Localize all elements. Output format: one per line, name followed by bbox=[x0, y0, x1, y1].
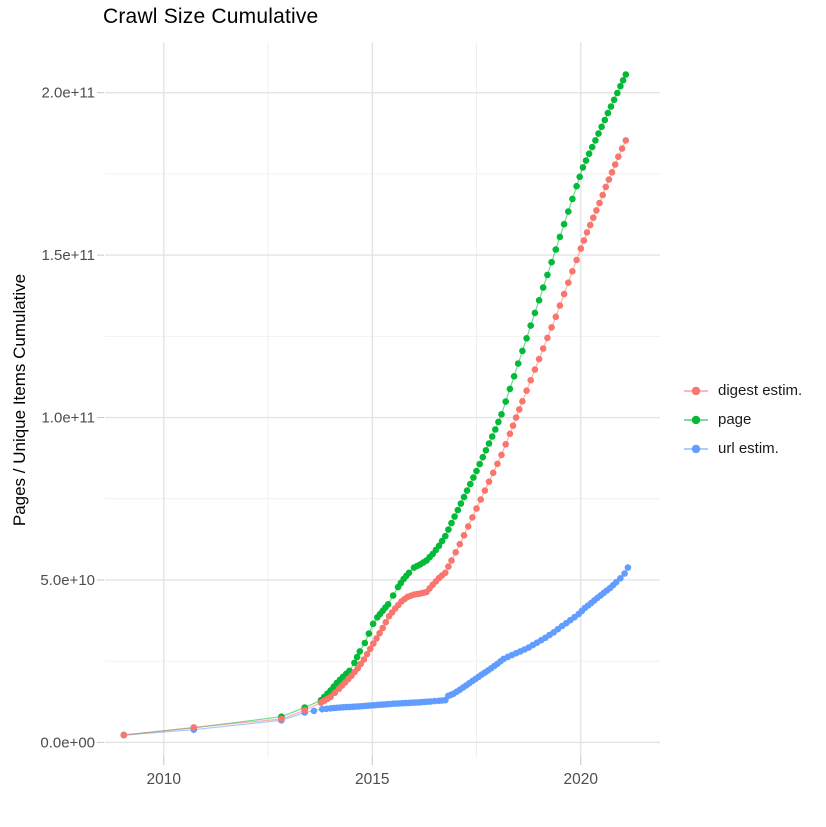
y-tick-label: 5.0e+10 bbox=[40, 572, 95, 589]
series-url-estim bbox=[120, 564, 632, 739]
series-page bbox=[120, 71, 630, 739]
legend-label-page: page bbox=[718, 411, 752, 428]
legend-key-page-icon bbox=[684, 415, 708, 424]
y-tick-label: 1.5e+11 bbox=[41, 247, 95, 264]
legend-item-url: url estim. bbox=[683, 438, 802, 459]
legend-label-digest: digest estim. bbox=[718, 382, 803, 399]
legend-item-page: page bbox=[683, 409, 802, 430]
x-tick-label: 2010 bbox=[147, 771, 182, 788]
series-digest-estim-points bbox=[120, 137, 630, 739]
y-tick-label: 2.0e+11 bbox=[41, 85, 95, 102]
legend-item-digest: digest estim. bbox=[683, 380, 802, 401]
y-axis-title: Pages / Unique Items Cumulative bbox=[10, 273, 29, 527]
y-axis-tick-labels: 0.0e+00 5.0e+10 1.0e+11 1.5e+11 2.0e+11 bbox=[40, 85, 95, 752]
x-tick-label: 2020 bbox=[564, 771, 599, 788]
series-url-estim-line bbox=[123, 567, 629, 736]
legend-label-url: url estim. bbox=[718, 440, 779, 457]
series-url-estim-points bbox=[120, 564, 632, 739]
legend-key-url-icon bbox=[684, 444, 708, 453]
gridlines-minor bbox=[105, 42, 660, 757]
series-digest-estim bbox=[120, 137, 630, 739]
legend: digest estim. page url estim. bbox=[683, 380, 802, 459]
x-tick-label: 2015 bbox=[355, 771, 389, 788]
axis-ticks bbox=[97, 92, 582, 765]
gridlines-major bbox=[105, 42, 660, 757]
series-page-points bbox=[120, 71, 630, 739]
x-axis-tick-labels: 2010 2015 2020 bbox=[147, 771, 599, 788]
y-tick-label: 0.0e+00 bbox=[40, 734, 95, 751]
chart-title: Crawl Size Cumulative bbox=[103, 5, 319, 28]
y-tick-label: 1.0e+11 bbox=[41, 410, 95, 427]
legend-key-digest-icon bbox=[684, 386, 708, 395]
